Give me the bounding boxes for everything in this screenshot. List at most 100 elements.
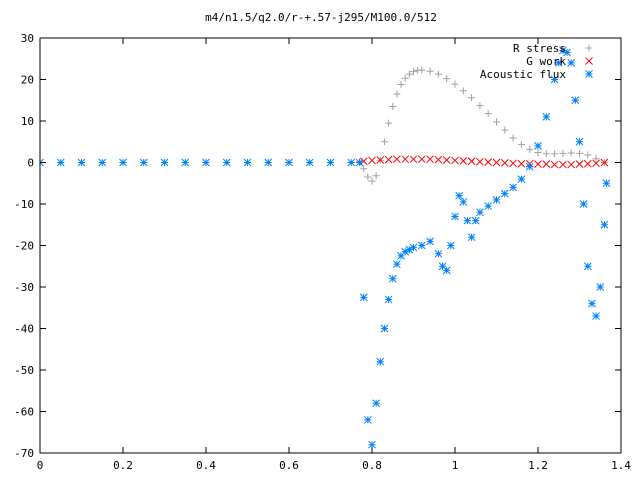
y-tick-label: -70 (14, 447, 34, 460)
star-marker (583, 262, 592, 271)
star-marker (600, 220, 609, 229)
cross-marker (567, 160, 576, 169)
cross-marker (550, 160, 559, 169)
cross-marker (384, 155, 393, 164)
x-tick-label: 1.4 (611, 459, 631, 472)
star-marker (455, 191, 464, 200)
plus-marker (542, 150, 550, 158)
cross-marker (426, 155, 434, 164)
star-marker (542, 112, 551, 121)
star-marker (476, 208, 484, 217)
y-tick-label: -20 (14, 240, 34, 253)
series-acoustic-flux (40, 46, 611, 449)
star-marker (602, 179, 611, 188)
cross-marker (376, 156, 385, 164)
plus-marker (443, 75, 451, 83)
star-marker (459, 198, 468, 206)
cross-marker (359, 157, 368, 166)
plus-marker (393, 90, 401, 98)
cross-marker (451, 156, 459, 165)
legend-swatch (585, 70, 593, 78)
plus-marker (385, 119, 393, 127)
cross-marker (459, 156, 468, 165)
cross-marker (517, 159, 526, 168)
star-marker (463, 216, 472, 225)
star-marker (139, 158, 148, 167)
plus-marker (397, 80, 405, 88)
star-marker (393, 260, 401, 269)
star-marker (397, 252, 405, 260)
plus-marker (584, 151, 592, 159)
star-marker (484, 202, 493, 210)
star-marker (347, 158, 356, 167)
star-marker (264, 158, 273, 167)
series-g-work (359, 155, 609, 169)
x-tick-label: 0.6 (279, 459, 299, 472)
plus-marker (372, 172, 380, 180)
star-marker (355, 158, 364, 167)
star-marker (596, 283, 605, 291)
cross-marker (476, 157, 484, 166)
x-tick-label: 1.2 (528, 459, 548, 472)
plus-marker (585, 44, 593, 52)
series-layer (40, 46, 611, 449)
plus-marker (468, 94, 476, 102)
star-marker (492, 195, 501, 204)
cross-marker (509, 159, 517, 168)
plus-marker (476, 102, 484, 110)
star-marker (359, 293, 368, 302)
star-marker (585, 70, 593, 78)
star-marker (554, 59, 563, 67)
plus-marker (368, 177, 376, 185)
star-marker (567, 59, 576, 67)
legend-label: R stress (513, 42, 566, 55)
plus-marker (451, 80, 459, 88)
star-marker (579, 200, 588, 208)
legend-label: Acoustic flux (480, 68, 566, 81)
y-tick-label: 30 (21, 32, 34, 45)
plus-marker (418, 66, 426, 74)
star-marker (409, 243, 418, 252)
plus-marker (434, 70, 442, 78)
star-marker (575, 137, 584, 146)
y-tick-label: 20 (21, 74, 34, 87)
star-marker (405, 245, 414, 254)
cross-marker (492, 158, 501, 167)
cross-marker (409, 155, 418, 164)
cross-marker (368, 156, 376, 165)
star-marker (559, 46, 567, 55)
star-marker (243, 158, 252, 167)
star-marker (525, 162, 534, 171)
series-r-stress (40, 66, 608, 185)
x-tick-label: 0 (37, 459, 44, 472)
plus-marker (501, 126, 509, 134)
star-marker (417, 241, 426, 250)
x-tick-label: 1 (452, 459, 459, 472)
star-marker (56, 158, 65, 167)
star-marker (550, 75, 559, 84)
legend-label: G work (526, 55, 566, 68)
star-marker (77, 158, 86, 167)
chart-title: m4/n1.5/q2.0/r-+.57-j295/M100.0/512 (205, 11, 437, 24)
plus-marker (551, 150, 559, 158)
x-tick-label: 0.4 (196, 459, 216, 472)
plus-marker (389, 102, 397, 110)
star-marker (202, 158, 210, 167)
star-marker (571, 96, 580, 105)
star-marker (500, 189, 509, 198)
legend-swatch (585, 44, 593, 52)
x-tick-label: 0.8 (362, 459, 382, 472)
star-marker (471, 216, 480, 225)
y-tick-label: -10 (14, 198, 34, 211)
plus-marker (567, 149, 575, 157)
star-marker (588, 299, 596, 308)
star-marker (563, 48, 571, 57)
cross-marker (500, 159, 509, 167)
plus-marker (484, 110, 492, 118)
star-marker (401, 247, 410, 256)
star-marker (181, 158, 190, 167)
y-tick-label: -30 (14, 281, 34, 294)
star-marker (119, 158, 127, 167)
plus-marker (534, 149, 542, 157)
plus-marker (559, 149, 567, 157)
